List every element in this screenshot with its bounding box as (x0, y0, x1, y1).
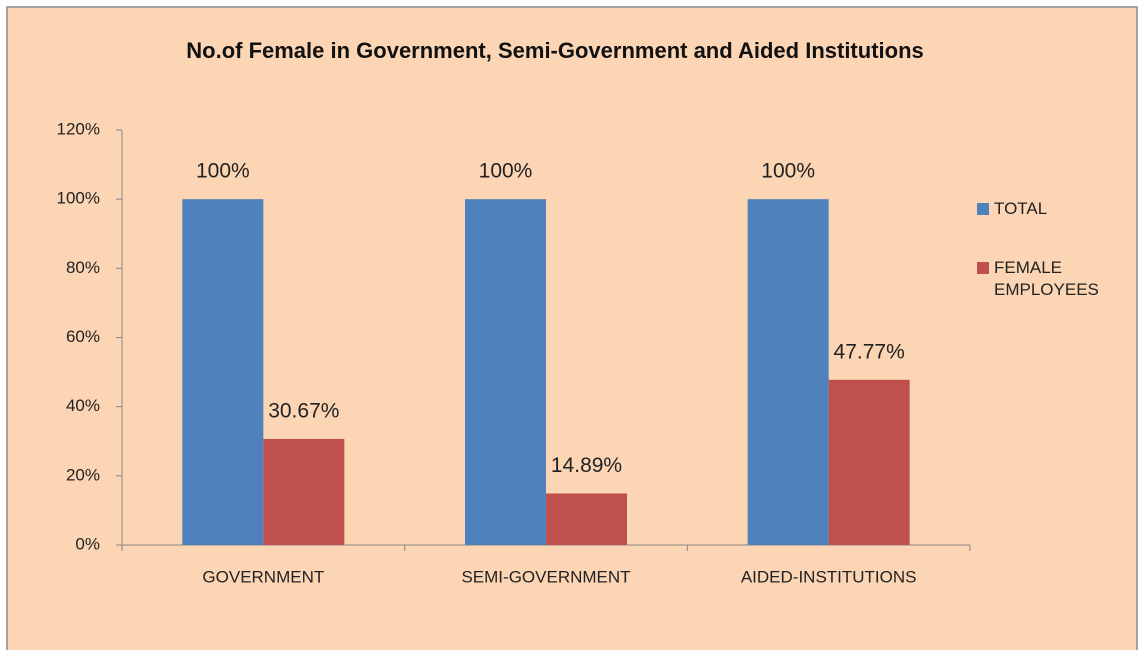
legend-label: TOTAL (994, 199, 1048, 218)
chart-background (6, 6, 1138, 650)
legend-label: FEMALE EMPLOYEES (994, 258, 1099, 299)
x-tick-label: AIDED-INSTITUTIONS (741, 567, 917, 586)
data-label: 100% (479, 160, 533, 183)
chart-title: No.of Female in Government, Semi-Governm… (186, 38, 924, 63)
x-tick-label: SEMI-GOVERNMENT (461, 567, 630, 586)
bar (182, 199, 264, 545)
data-label: 30.67% (268, 399, 339, 422)
legend-swatch (977, 262, 989, 274)
data-label: 100% (196, 160, 250, 183)
y-tick-label: 100% (57, 189, 100, 208)
data-label: 14.89% (551, 454, 622, 477)
y-tick-label: 20% (66, 465, 100, 484)
bar (263, 438, 345, 545)
data-label: 100% (761, 160, 815, 183)
y-tick-label: 60% (66, 327, 100, 346)
bar (465, 199, 546, 545)
y-tick-label: 120% (57, 119, 100, 138)
bar (546, 493, 627, 545)
x-tick-label: GOVERNMENT (202, 567, 324, 586)
y-tick-label: 0% (75, 534, 100, 553)
legend-swatch (977, 203, 989, 215)
y-tick-label: 80% (66, 258, 100, 277)
y-tick-label: 40% (66, 396, 100, 415)
bar (747, 199, 829, 545)
data-label: 47.77% (834, 340, 905, 363)
bar (828, 379, 910, 545)
